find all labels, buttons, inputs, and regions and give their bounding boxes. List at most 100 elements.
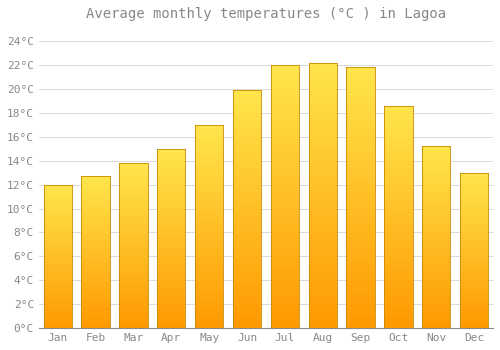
Bar bbox=[460, 250, 488, 252]
Bar bbox=[346, 159, 375, 161]
Bar bbox=[195, 294, 224, 296]
Bar bbox=[233, 107, 261, 109]
Bar bbox=[195, 265, 224, 267]
Bar bbox=[119, 172, 148, 173]
Bar bbox=[157, 165, 186, 167]
Bar bbox=[308, 92, 337, 94]
Bar bbox=[308, 71, 337, 73]
Bar bbox=[346, 292, 375, 294]
Bar bbox=[346, 119, 375, 122]
Bar bbox=[308, 116, 337, 118]
Bar bbox=[119, 196, 148, 198]
Bar bbox=[44, 223, 72, 225]
Bar bbox=[346, 195, 375, 198]
Bar bbox=[82, 298, 110, 299]
Bar bbox=[119, 221, 148, 223]
Bar bbox=[233, 290, 261, 293]
Bar bbox=[82, 246, 110, 248]
Bar bbox=[384, 157, 412, 159]
Bar bbox=[422, 314, 450, 315]
Bar bbox=[422, 172, 450, 174]
Bar bbox=[157, 251, 186, 253]
Bar bbox=[422, 286, 450, 288]
Bar bbox=[82, 308, 110, 310]
Bar bbox=[233, 307, 261, 309]
Bar bbox=[44, 252, 72, 253]
Bar bbox=[82, 204, 110, 205]
Bar bbox=[384, 208, 412, 210]
Bar bbox=[195, 145, 224, 147]
Bar bbox=[422, 304, 450, 306]
Bar bbox=[233, 114, 261, 116]
Bar bbox=[119, 203, 148, 204]
Bar bbox=[460, 288, 488, 289]
Bar bbox=[119, 259, 148, 260]
Bar bbox=[346, 286, 375, 289]
Bar bbox=[119, 323, 148, 325]
Bar bbox=[422, 303, 450, 304]
Bar bbox=[157, 260, 186, 262]
Bar bbox=[119, 302, 148, 303]
Bar bbox=[460, 190, 488, 191]
Bar bbox=[44, 311, 72, 313]
Bar bbox=[460, 187, 488, 188]
Bar bbox=[119, 244, 148, 246]
Bar bbox=[346, 169, 375, 172]
Bar bbox=[308, 134, 337, 137]
Bar bbox=[195, 318, 224, 320]
Bar bbox=[119, 271, 148, 272]
Bar bbox=[82, 321, 110, 322]
Bar bbox=[346, 205, 375, 208]
Bar bbox=[82, 278, 110, 280]
Bar bbox=[195, 298, 224, 300]
Bar bbox=[44, 220, 72, 222]
Bar bbox=[195, 196, 224, 198]
Bar bbox=[270, 83, 299, 86]
Bar bbox=[195, 133, 224, 135]
Bar bbox=[346, 326, 375, 328]
Bar bbox=[44, 317, 72, 318]
Bar bbox=[422, 261, 450, 263]
Bar bbox=[157, 265, 186, 267]
Bar bbox=[44, 248, 72, 249]
Bar bbox=[195, 279, 224, 281]
Bar bbox=[233, 145, 261, 147]
Bar bbox=[157, 235, 186, 237]
Bar bbox=[422, 274, 450, 275]
Bar bbox=[384, 150, 412, 152]
Bar bbox=[195, 135, 224, 137]
Bar bbox=[308, 275, 337, 278]
Bar bbox=[270, 76, 299, 78]
Bar bbox=[346, 133, 375, 135]
Bar bbox=[195, 149, 224, 151]
Bar bbox=[460, 281, 488, 283]
Bar bbox=[308, 169, 337, 172]
Bar bbox=[346, 323, 375, 326]
Bar bbox=[270, 249, 299, 252]
Bar bbox=[233, 138, 261, 140]
Bar bbox=[195, 143, 224, 145]
Bar bbox=[384, 126, 412, 128]
Bar bbox=[44, 284, 72, 285]
Bar bbox=[460, 252, 488, 253]
Bar bbox=[346, 106, 375, 109]
Bar bbox=[346, 305, 375, 307]
Bar bbox=[384, 319, 412, 322]
Bar bbox=[384, 284, 412, 286]
Bar bbox=[157, 254, 186, 257]
Bar bbox=[384, 270, 412, 273]
Bar bbox=[270, 154, 299, 157]
Bar bbox=[157, 149, 186, 150]
Bar bbox=[119, 195, 148, 196]
Bar bbox=[270, 299, 299, 302]
Bar bbox=[82, 272, 110, 273]
Bar bbox=[384, 134, 412, 137]
Bar bbox=[346, 193, 375, 195]
Bar bbox=[82, 226, 110, 228]
Bar bbox=[346, 247, 375, 250]
Bar bbox=[308, 302, 337, 304]
Bar bbox=[44, 324, 72, 325]
Bar bbox=[195, 147, 224, 149]
Bar bbox=[384, 224, 412, 226]
Bar bbox=[308, 132, 337, 134]
